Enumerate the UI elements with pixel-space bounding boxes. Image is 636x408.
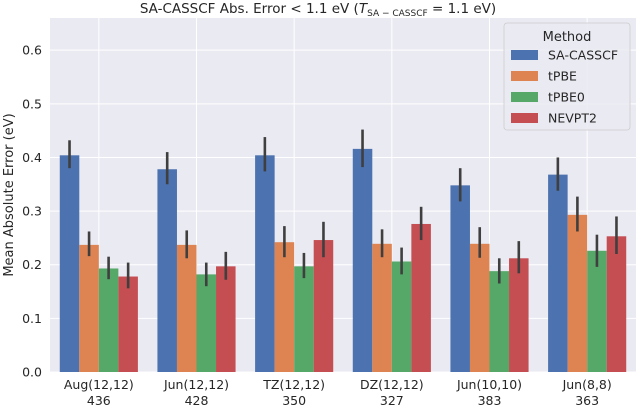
- legend-label: SA-CASSCF: [548, 48, 618, 63]
- y-tick-label: 0.6: [22, 43, 42, 58]
- y-tick-label: 0.0: [22, 365, 42, 380]
- y-axis-title: Mean Absolute Error (eV): [2, 113, 17, 276]
- x-tick-label: Jun(10,10): [456, 377, 522, 392]
- legend-swatch: [511, 113, 538, 123]
- x-tick-label: TZ(12,12): [262, 377, 325, 392]
- bar-sa-casscf: [157, 169, 177, 372]
- x-tick-count: 383: [478, 393, 502, 408]
- chart-title: SA-CASSCF Abs. Error < 1.1 eV (TSA − CAS…: [140, 1, 496, 19]
- x-tick-label: Aug(12,12): [64, 377, 134, 392]
- legend-frame: [503, 22, 631, 131]
- bar-tpbe0: [98, 268, 119, 372]
- bar-nevpt2: [606, 236, 627, 372]
- error-bars: [68, 129, 618, 289]
- legend-swatch: [511, 92, 538, 102]
- bar-tpbe0: [196, 274, 217, 372]
- x-tick-count: 350: [282, 393, 306, 408]
- legend-label: tPBE0: [548, 90, 585, 105]
- bar-nevpt2: [313, 240, 334, 372]
- bar-tpbe: [176, 244, 197, 372]
- bar-sa-casscf: [548, 174, 568, 372]
- x-tick-label: Jun(12,12): [163, 377, 229, 392]
- legend-swatch: [511, 71, 538, 81]
- bar-nevpt2: [118, 276, 138, 372]
- x-tick-count: 428: [185, 393, 209, 408]
- y-tick-label: 0.1: [22, 311, 42, 326]
- legend-label: tPBE: [548, 69, 577, 84]
- x-tick-label: DZ(12,12): [360, 377, 424, 392]
- bar-tpbe: [567, 214, 588, 372]
- bars: [59, 148, 627, 372]
- bar-tpbe: [79, 244, 99, 372]
- y-tick-label: 0.3: [22, 204, 42, 219]
- x-tick-count: 363: [575, 393, 599, 408]
- x-tick-count: 436: [87, 393, 111, 408]
- bar-tpbe0: [587, 250, 607, 372]
- y-tick-label: 0.5: [22, 96, 42, 111]
- bar-tpbe: [372, 243, 392, 372]
- legend-items: SA-CASSCF tPBE tPBE0 NEVPT2: [511, 48, 618, 126]
- y-tick-label: 0.4: [22, 150, 42, 165]
- bar-tpbe: [469, 243, 490, 372]
- legend: Method SA-CASSCF tPBE tPBE0 NEVPT2: [503, 22, 631, 131]
- bar-nevpt2: [509, 258, 529, 372]
- bar-sa-casscf: [450, 185, 470, 372]
- bar-nevpt2: [411, 223, 431, 372]
- y-ticks: 0.0 0.1 0.2 0.3 0.4 0.5 0.6: [22, 43, 42, 380]
- bar-sa-casscf: [59, 155, 80, 372]
- bar-tpbe0: [294, 266, 314, 372]
- bar-tpbe: [274, 242, 295, 372]
- bar-tpbe0: [489, 271, 510, 372]
- x-tick-count: 327: [380, 393, 404, 408]
- legend-title: Method: [543, 30, 592, 45]
- y-tick-label: 0.2: [22, 257, 42, 272]
- legend-label: NEVPT2: [548, 111, 597, 126]
- x-ticks: Aug(12,12)436 Jun(12,12)428 TZ(12,12)350 DZ…: [64, 377, 612, 408]
- bar-nevpt2: [216, 266, 236, 372]
- x-tick-label: Jun(8,8): [562, 377, 612, 392]
- bar-tpbe0: [391, 261, 412, 372]
- bar-sa-casscf: [352, 148, 373, 372]
- legend-swatch: [511, 50, 538, 60]
- bar-sa-casscf: [255, 155, 275, 372]
